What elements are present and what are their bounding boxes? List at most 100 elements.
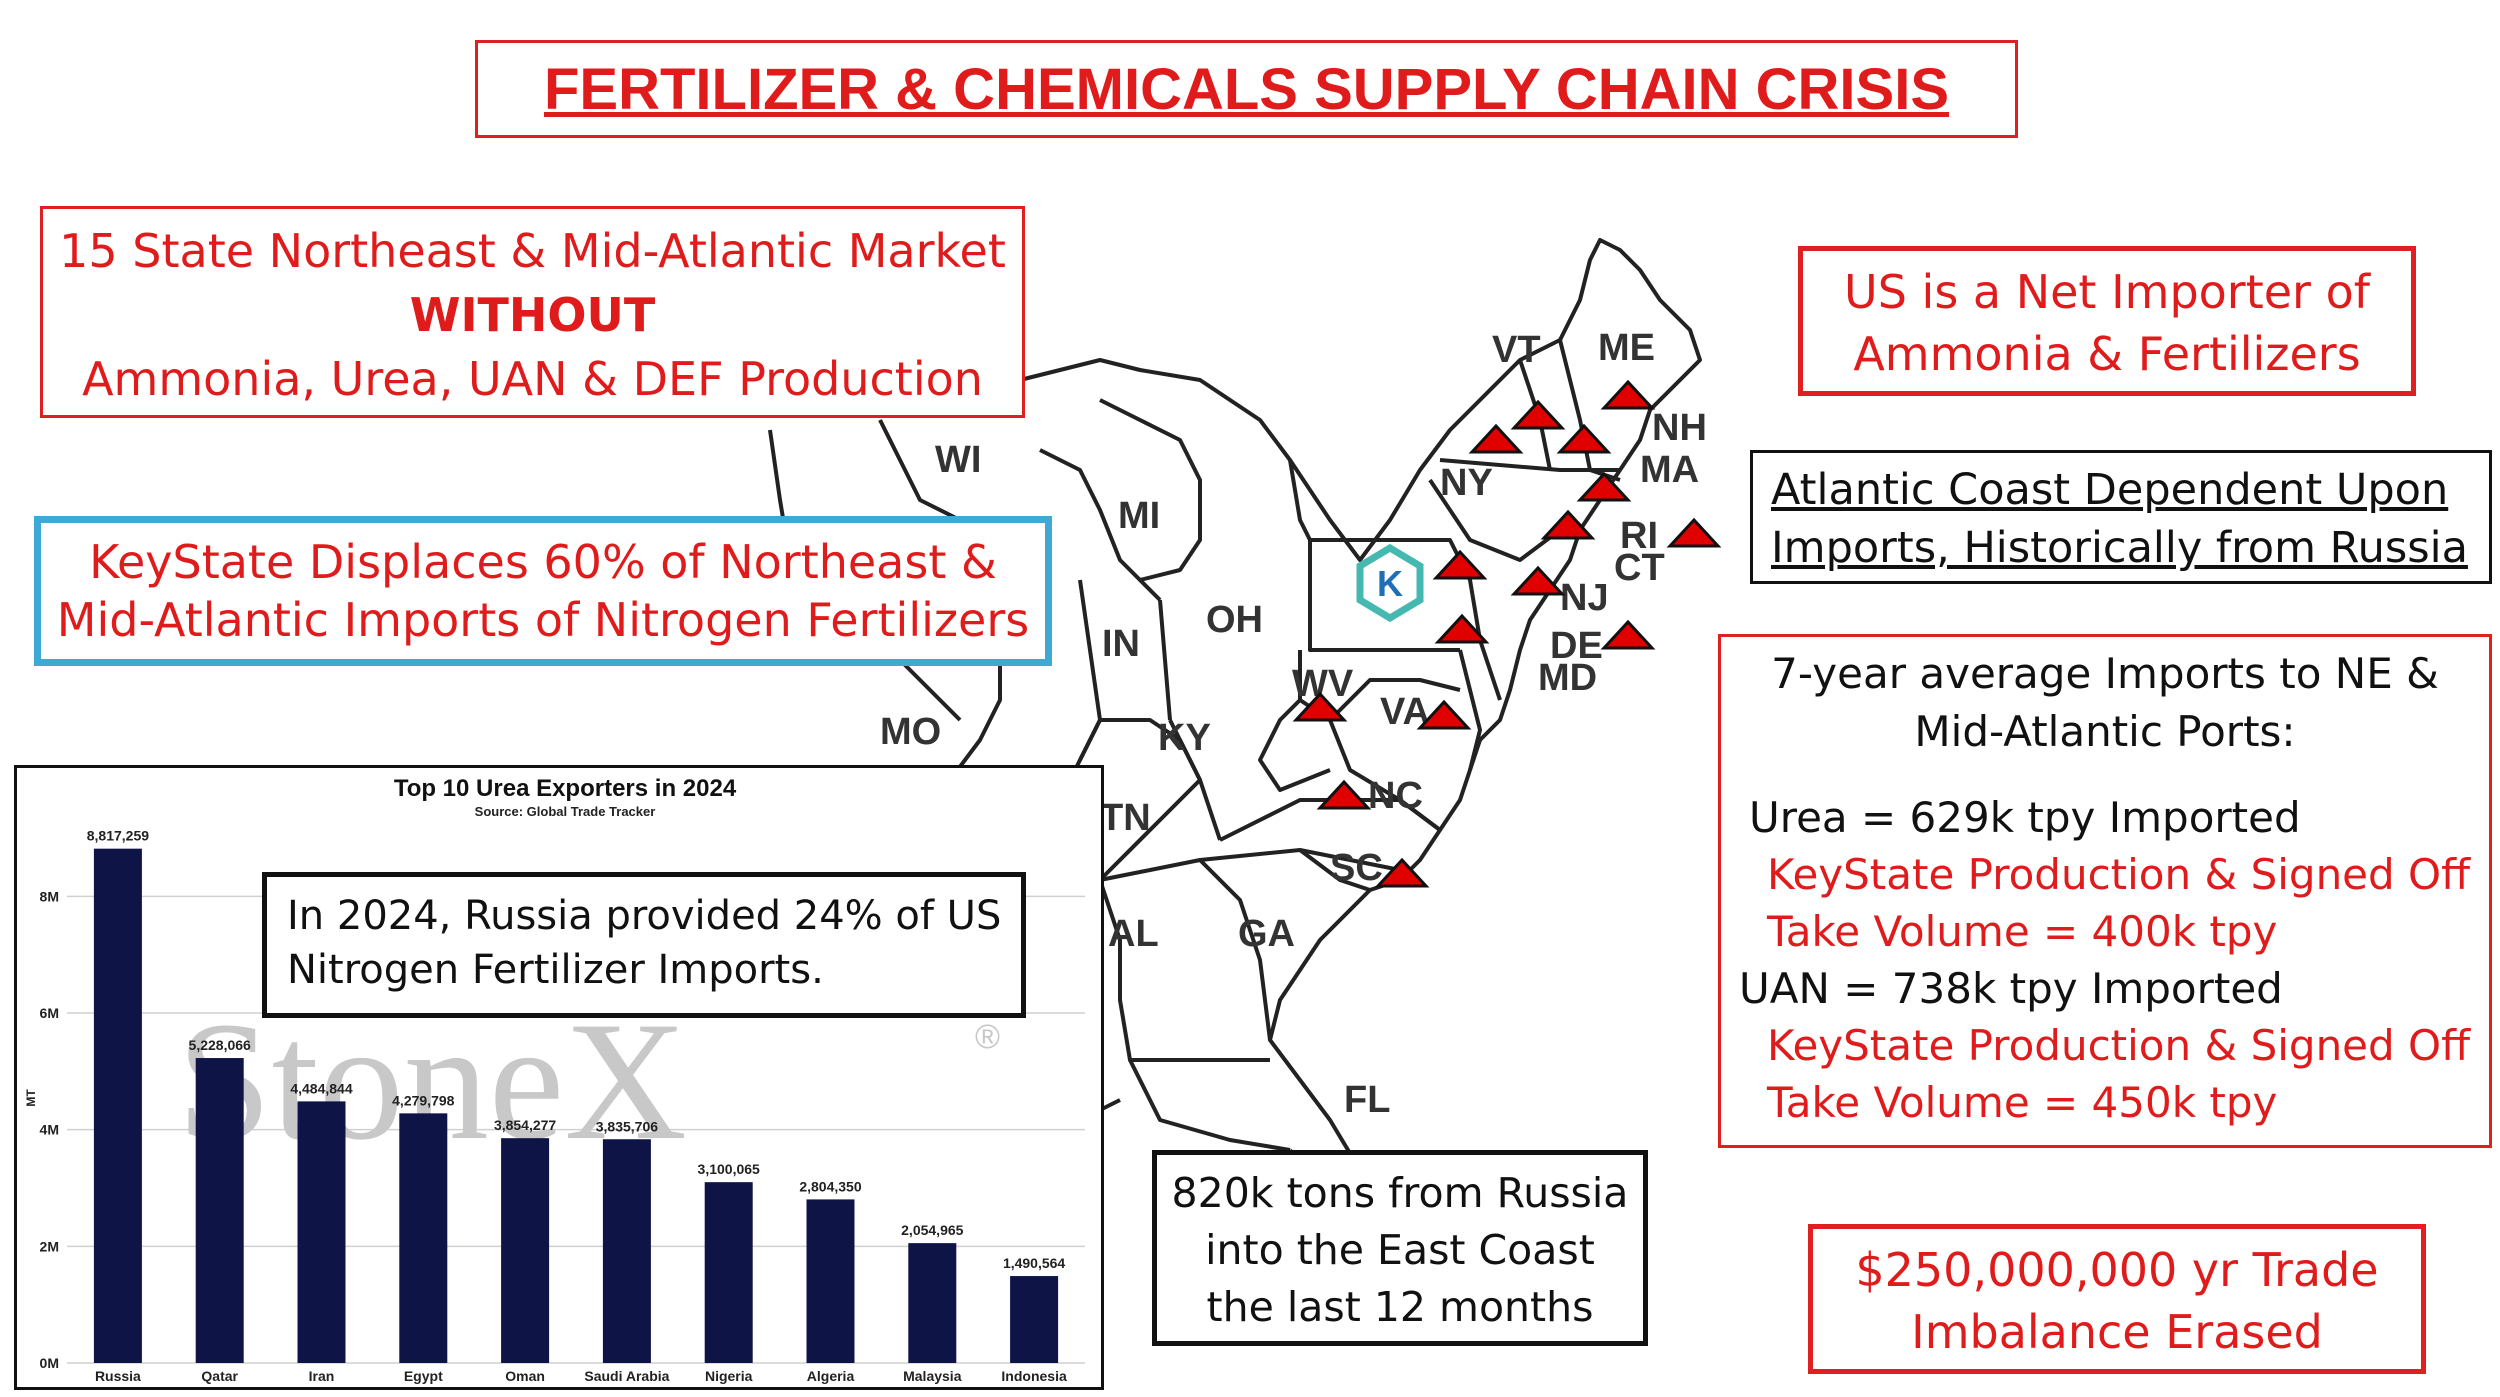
state-label-ct: CT xyxy=(1614,547,1665,589)
state-label-de: DE xyxy=(1550,625,1603,667)
port-triangle-icon xyxy=(1316,779,1372,810)
uan-keystate-line-1: KeyState Production & Signed Off xyxy=(1767,1021,2471,1070)
state-label-fl: FL xyxy=(1344,1079,1390,1121)
russia-tons-box: 820k tons from Russia into the East Coas… xyxy=(1152,1150,1648,1346)
port-triangle-icon xyxy=(1540,509,1596,540)
port-triangle-icon xyxy=(1600,379,1656,410)
x-category-label: Nigeria xyxy=(705,1368,753,1384)
y-tick-label: 8M xyxy=(40,888,59,904)
bar-value-label: 2,804,350 xyxy=(799,1178,861,1194)
chart-subtitle: Source: Global Trade Tracker xyxy=(475,804,656,819)
urea-keystate-line-1: KeyState Production & Signed Off xyxy=(1767,850,2471,899)
y-tick-label: 0M xyxy=(40,1355,59,1371)
state-label-mo: MO xyxy=(880,711,941,753)
uan-import-line: UAN = 738k tpy Imported xyxy=(1739,964,2283,1013)
atlantic-line-1: Atlantic Coast Dependent Upon xyxy=(1771,465,2449,515)
state-label-me: ME xyxy=(1598,327,1655,369)
y-tick-label: 2M xyxy=(40,1238,59,1254)
state-label-ri: RI xyxy=(1620,515,1658,557)
keystate-logo: K xyxy=(1356,543,1424,623)
port-triangle-icon xyxy=(1666,517,1722,548)
state-label-mi: MI xyxy=(1118,495,1160,537)
state-label-sc: SC xyxy=(1330,847,1383,889)
imports-heading-2: Mid-Atlantic Ports: xyxy=(1914,707,2296,756)
uan-keystate-line-2: Take Volume = 450k tpy xyxy=(1767,1078,2278,1127)
bar-malaysia xyxy=(908,1243,957,1363)
x-category-label: Malaysia xyxy=(903,1368,962,1384)
y-axis-label: MT xyxy=(24,1089,38,1107)
x-category-label: Algeria xyxy=(807,1368,855,1384)
trade-box: $250,000,000 yr Trade Imbalance Erased xyxy=(1808,1224,2426,1374)
bar-egypt xyxy=(399,1113,448,1363)
state-label-ky: KY xyxy=(1158,717,1211,759)
net-importer-line-2: Ammonia & Fertilizers xyxy=(1853,327,2361,381)
bar-value-label: 3,100,065 xyxy=(698,1161,760,1177)
chart-title: Top 10 Urea Exporters in 2024 xyxy=(394,775,737,802)
registered-mark: ® xyxy=(975,1018,1000,1056)
bar-value-label: 1,490,564 xyxy=(1003,1255,1065,1271)
atlantic-line-2: Imports, Historically from Russia xyxy=(1771,523,2468,573)
state-label-in: IN xyxy=(1102,623,1140,665)
port-triangle-icon xyxy=(1374,857,1430,888)
port-triangle-icon xyxy=(1432,549,1488,580)
port-triangle-icon xyxy=(1434,613,1490,644)
port-triangle-icon xyxy=(1576,471,1632,502)
bar-value-label: 3,854,277 xyxy=(494,1117,556,1133)
market-line-1: 15 State Northeast & Mid-Atlantic Market xyxy=(59,224,1006,278)
atlantic-box: Atlantic Coast Dependent Upon Imports, H… xyxy=(1750,450,2492,584)
bar-value-label: 8,817,259 xyxy=(87,828,149,844)
x-category-label: Egypt xyxy=(404,1368,443,1384)
state-label-al: AL xyxy=(1108,913,1159,955)
title-box: FERTILIZER & CHEMICALS SUPPLY CHAIN CRIS… xyxy=(475,40,2018,138)
state-label-ma: MA xyxy=(1640,449,1699,491)
bar-value-label: 4,484,844 xyxy=(290,1080,352,1096)
bar-qatar xyxy=(195,1058,244,1363)
x-category-label: Russia xyxy=(95,1368,141,1384)
russia-tons-line-2: into the East Coast xyxy=(1205,1226,1595,1274)
chart-svg: Top 10 Urea Exporters in 2024 Source: Gl… xyxy=(24,775,1085,1384)
urea-import-line: Urea = 629k tpy Imported xyxy=(1749,793,2301,842)
bar-value-label: 5,228,066 xyxy=(189,1037,251,1053)
state-label-tn: TN xyxy=(1100,797,1151,839)
port-triangle-icon xyxy=(1510,565,1566,596)
market-line-2: WITHOUT xyxy=(409,288,656,342)
urea-exporters-chart: Top 10 Urea Exporters in 2024 Source: Gl… xyxy=(14,765,1104,1390)
bar-indonesia xyxy=(1010,1276,1059,1363)
state-label-nc: NC xyxy=(1368,775,1423,817)
russia-tons-line-3: the last 12 months xyxy=(1206,1283,1594,1331)
state-label-ny: NY xyxy=(1440,462,1493,504)
imports-heading-1: 7-year average Imports to NE & xyxy=(1771,649,2439,698)
bar-algeria xyxy=(806,1199,855,1363)
keystate-line-2: Mid-Atlantic Imports of Nitrogen Fertili… xyxy=(56,593,1030,647)
urea-keystate-line-2: Take Volume = 400k tpy xyxy=(1767,907,2278,956)
page-title: FERTILIZER & CHEMICALS SUPPLY CHAIN CRIS… xyxy=(543,56,1950,122)
bar-russia xyxy=(93,848,142,1363)
state-label-oh: OH xyxy=(1206,599,1263,641)
bar-iran xyxy=(297,1101,346,1363)
bar-nigeria xyxy=(704,1182,753,1363)
market-box: 15 State Northeast & Mid-Atlantic Market… xyxy=(40,206,1025,418)
state-label-md: MD xyxy=(1538,657,1597,699)
russia-callout: In 2024, Russia provided 24% of US Nitro… xyxy=(262,872,1026,1018)
x-category-label: Qatar xyxy=(201,1368,238,1384)
keystate-logo-letter: K xyxy=(1377,563,1403,604)
x-category-label: Saudi Arabia xyxy=(584,1368,669,1384)
port-triangle-icon xyxy=(1600,619,1656,650)
port-triangle-icon xyxy=(1556,423,1612,454)
x-category-label: Iran xyxy=(309,1368,335,1384)
trade-line-2: Imbalance Erased xyxy=(1911,1305,2323,1359)
y-tick-label: 6M xyxy=(40,1005,59,1021)
bar-value-label: 4,279,798 xyxy=(392,1092,454,1108)
state-label-wi: WI xyxy=(935,439,981,481)
russia-callout-line-2: Nitrogen Fertilizer Imports. xyxy=(287,947,824,993)
net-importer-line-1: US is a Net Importer of xyxy=(1844,265,2370,319)
keystate-box: KeyState Displaces 60% of Northeast & Mi… xyxy=(34,516,1052,666)
state-label-ga: GA xyxy=(1238,913,1295,955)
keystate-line-1: KeyState Displaces 60% of Northeast & xyxy=(89,535,997,589)
russia-tons-line-1: 820k tons from Russia xyxy=(1171,1169,1629,1217)
y-tick-label: 4M xyxy=(40,1122,59,1138)
bar-value-label: 3,835,706 xyxy=(596,1118,658,1134)
x-category-label: Oman xyxy=(505,1368,545,1384)
bar-oman xyxy=(501,1138,550,1363)
